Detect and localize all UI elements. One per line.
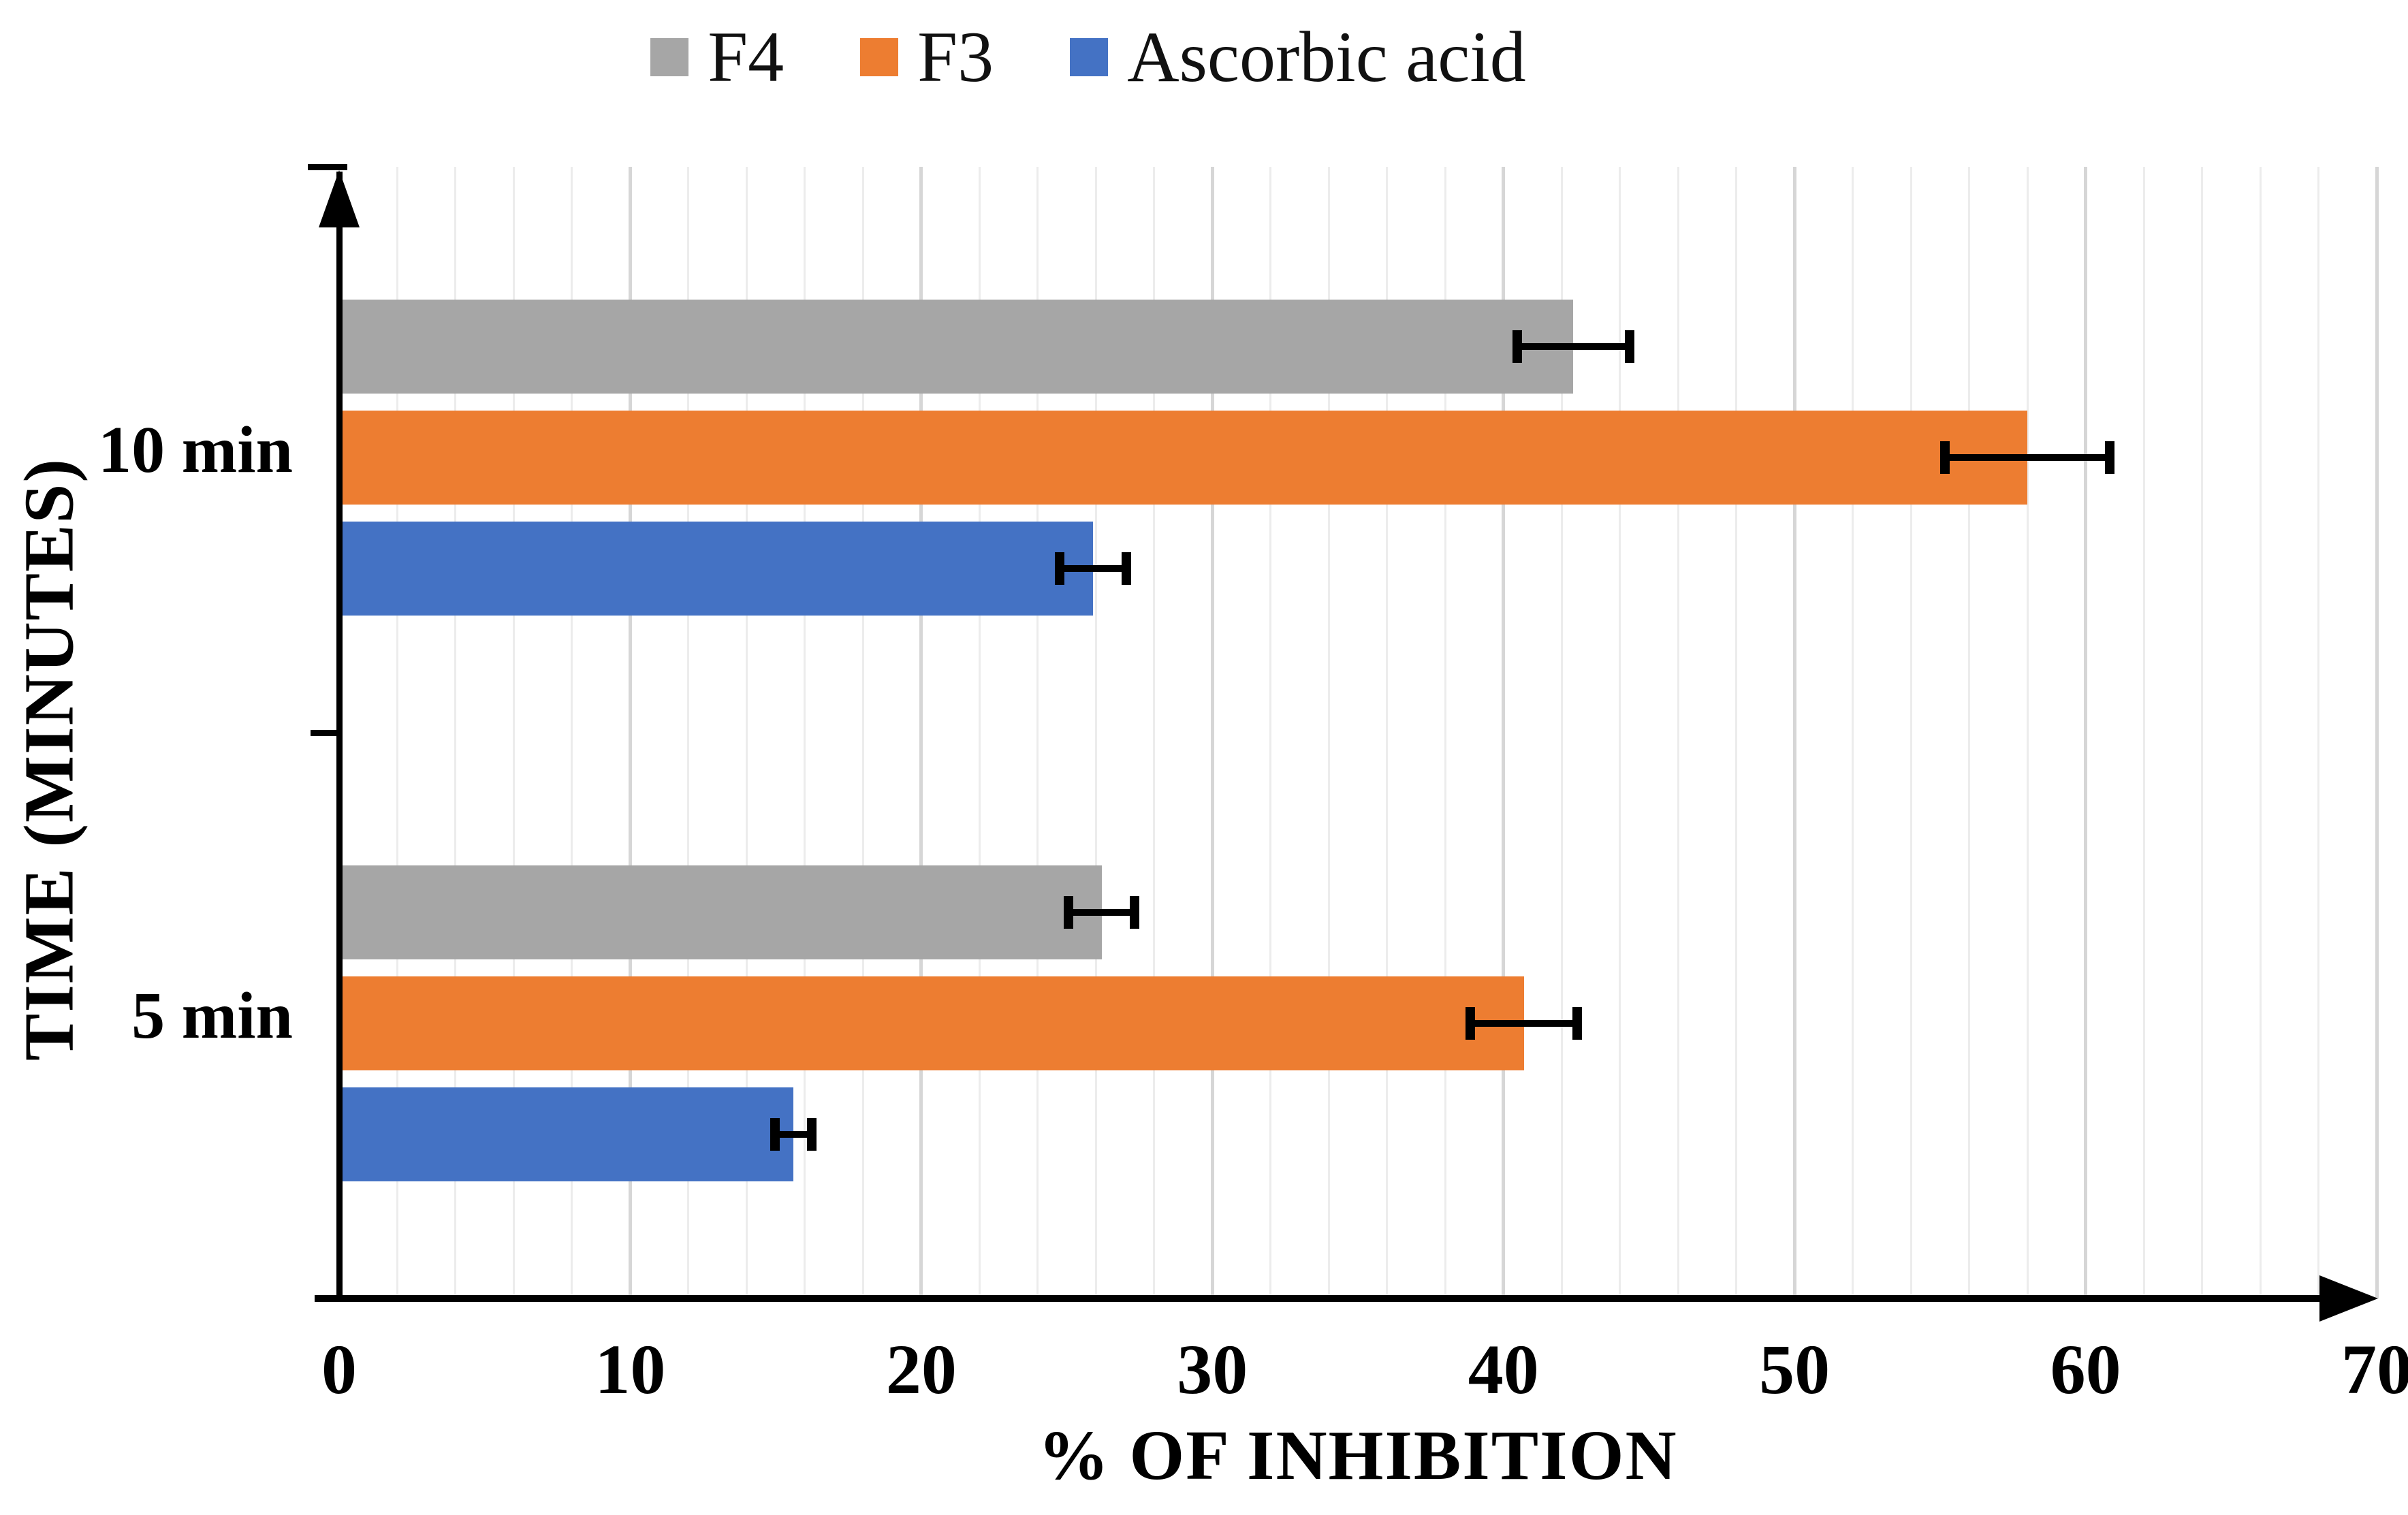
- minor-gridline-58: [2026, 167, 2029, 1298]
- y-axis-top-tick: [308, 164, 347, 170]
- legend-item-ascorbic-acid: Ascorbic acid: [1070, 16, 1526, 99]
- legend-label-f4: F4: [708, 17, 785, 97]
- x-tick-label-20: 20: [885, 1330, 957, 1409]
- error-bar-line: [1064, 909, 1140, 916]
- minor-gridline-66: [2259, 167, 2262, 1298]
- minor-gridline-46: [1677, 167, 1679, 1298]
- error-bar-line: [1055, 565, 1131, 572]
- major-gridline-30: [1210, 167, 1214, 1298]
- legend-swatch-icon-f3: [860, 38, 899, 76]
- x-axis-title: % OF INHIBITION: [1038, 1416, 1678, 1495]
- minor-gridline-64: [2201, 167, 2204, 1298]
- x-axis-arrow-icon: [2319, 1275, 2378, 1322]
- bar-f4-5-min: [339, 865, 1102, 959]
- y-axis-title: TIME (MINUTES): [10, 457, 89, 1062]
- minor-gridline-54: [1910, 167, 1912, 1298]
- minor-gridline-12: [687, 167, 690, 1298]
- error-bar-cap-left: [1466, 1007, 1476, 1040]
- error-bar-f3-10-min: [1939, 411, 2115, 505]
- major-gridline-60: [2084, 167, 2088, 1298]
- minor-gridline-24: [1036, 167, 1039, 1298]
- category-label-5-min: 5 min: [131, 978, 293, 1053]
- error-bar-cap-right: [806, 1118, 817, 1151]
- minor-gridline-6: [512, 167, 515, 1298]
- minor-gridline-68: [2317, 167, 2319, 1298]
- minor-gridline-38: [1444, 167, 1446, 1298]
- major-gridline-70: [2375, 167, 2379, 1298]
- error-bar-line: [1939, 454, 2115, 461]
- minor-gridline-4: [454, 167, 457, 1298]
- x-tick-label-10: 10: [595, 1330, 666, 1409]
- minor-gridline-44: [1619, 167, 1621, 1298]
- minor-gridline-26: [1094, 167, 1097, 1298]
- bar-ascorbic-acid-10-min: [339, 522, 1094, 616]
- legend-swatch-icon-f4: [650, 38, 689, 76]
- major-gridline-40: [1502, 167, 1506, 1298]
- error-bar-ascorbic-acid-10-min: [1055, 522, 1131, 616]
- major-gridline-20: [919, 167, 923, 1298]
- error-bar-f3-5-min: [1466, 976, 1583, 1070]
- y-axis-arrow-icon: [319, 170, 360, 227]
- error-bar-cap-right: [1572, 1007, 1583, 1040]
- minor-gridline-14: [745, 167, 748, 1298]
- minor-gridline-42: [1560, 167, 1563, 1298]
- error-bar-cap-left: [1512, 330, 1522, 363]
- minor-gridline-56: [1968, 167, 1971, 1298]
- legend-swatch-icon-ascorbic-acid: [1070, 38, 1109, 76]
- x-tick-label-30: 30: [1177, 1330, 1248, 1409]
- x-tick-label-70: 70: [2341, 1330, 2408, 1409]
- category-label-10-min: 10 min: [98, 413, 293, 487]
- error-bar-f4-5-min: [1064, 865, 1140, 959]
- minor-gridline-62: [2142, 167, 2145, 1298]
- minor-gridline-16: [804, 167, 806, 1298]
- minor-gridline-8: [571, 167, 573, 1298]
- plot-area: [339, 167, 2379, 1298]
- legend-item-f4: F4: [650, 16, 784, 99]
- legend: F4 F3 Ascorbic acid: [0, 10, 2176, 105]
- legend-label-f3: F3: [917, 17, 994, 97]
- x-tick-label-50: 50: [1759, 1330, 1831, 1409]
- minor-gridline-36: [1386, 167, 1389, 1298]
- minor-gridline-34: [1327, 167, 1330, 1298]
- major-gridline-50: [1792, 167, 1796, 1298]
- error-bar-cap-left: [1064, 896, 1074, 929]
- minor-gridline-28: [1153, 167, 1156, 1298]
- x-axis-line: [315, 1295, 2321, 1302]
- error-bar-cap-left: [770, 1118, 780, 1151]
- y-axis-mid-tick: [311, 730, 339, 736]
- minor-gridline-22: [978, 167, 981, 1298]
- error-bar-f4-10-min: [1512, 300, 1635, 394]
- error-bar-cap-right: [1121, 552, 1131, 585]
- minor-gridline-52: [1852, 167, 1854, 1298]
- error-bar-line: [770, 1131, 817, 1138]
- bar-ascorbic-acid-5-min: [339, 1087, 793, 1181]
- error-bar-cap-left: [1055, 552, 1065, 585]
- bar-f3-5-min: [339, 976, 1524, 1070]
- legend-label-ascorbic-acid: Ascorbic acid: [1127, 17, 1526, 97]
- minor-gridline-48: [1735, 167, 1738, 1298]
- error-bar-cap-left: [1939, 441, 1950, 474]
- bar-f4-10-min: [339, 300, 1574, 394]
- error-bar-ascorbic-acid-5-min: [770, 1087, 817, 1181]
- error-bar-line: [1466, 1020, 1583, 1027]
- minor-gridline-2: [396, 167, 398, 1298]
- minor-gridline-32: [1269, 167, 1272, 1298]
- major-gridline-10: [628, 167, 632, 1298]
- error-bar-line: [1512, 343, 1635, 350]
- error-bar-cap-right: [2105, 441, 2115, 474]
- y-axis-line: [336, 172, 343, 1302]
- error-bar-cap-right: [1130, 896, 1140, 929]
- minor-gridline-18: [861, 167, 864, 1298]
- legend-item-f3: F3: [860, 16, 994, 99]
- bar-f3-10-min: [339, 411, 2028, 505]
- x-tick-label-40: 40: [1468, 1330, 1539, 1409]
- error-bar-cap-right: [1625, 330, 1635, 363]
- x-tick-label-60: 60: [2050, 1330, 2121, 1409]
- x-tick-label-0: 0: [321, 1330, 357, 1409]
